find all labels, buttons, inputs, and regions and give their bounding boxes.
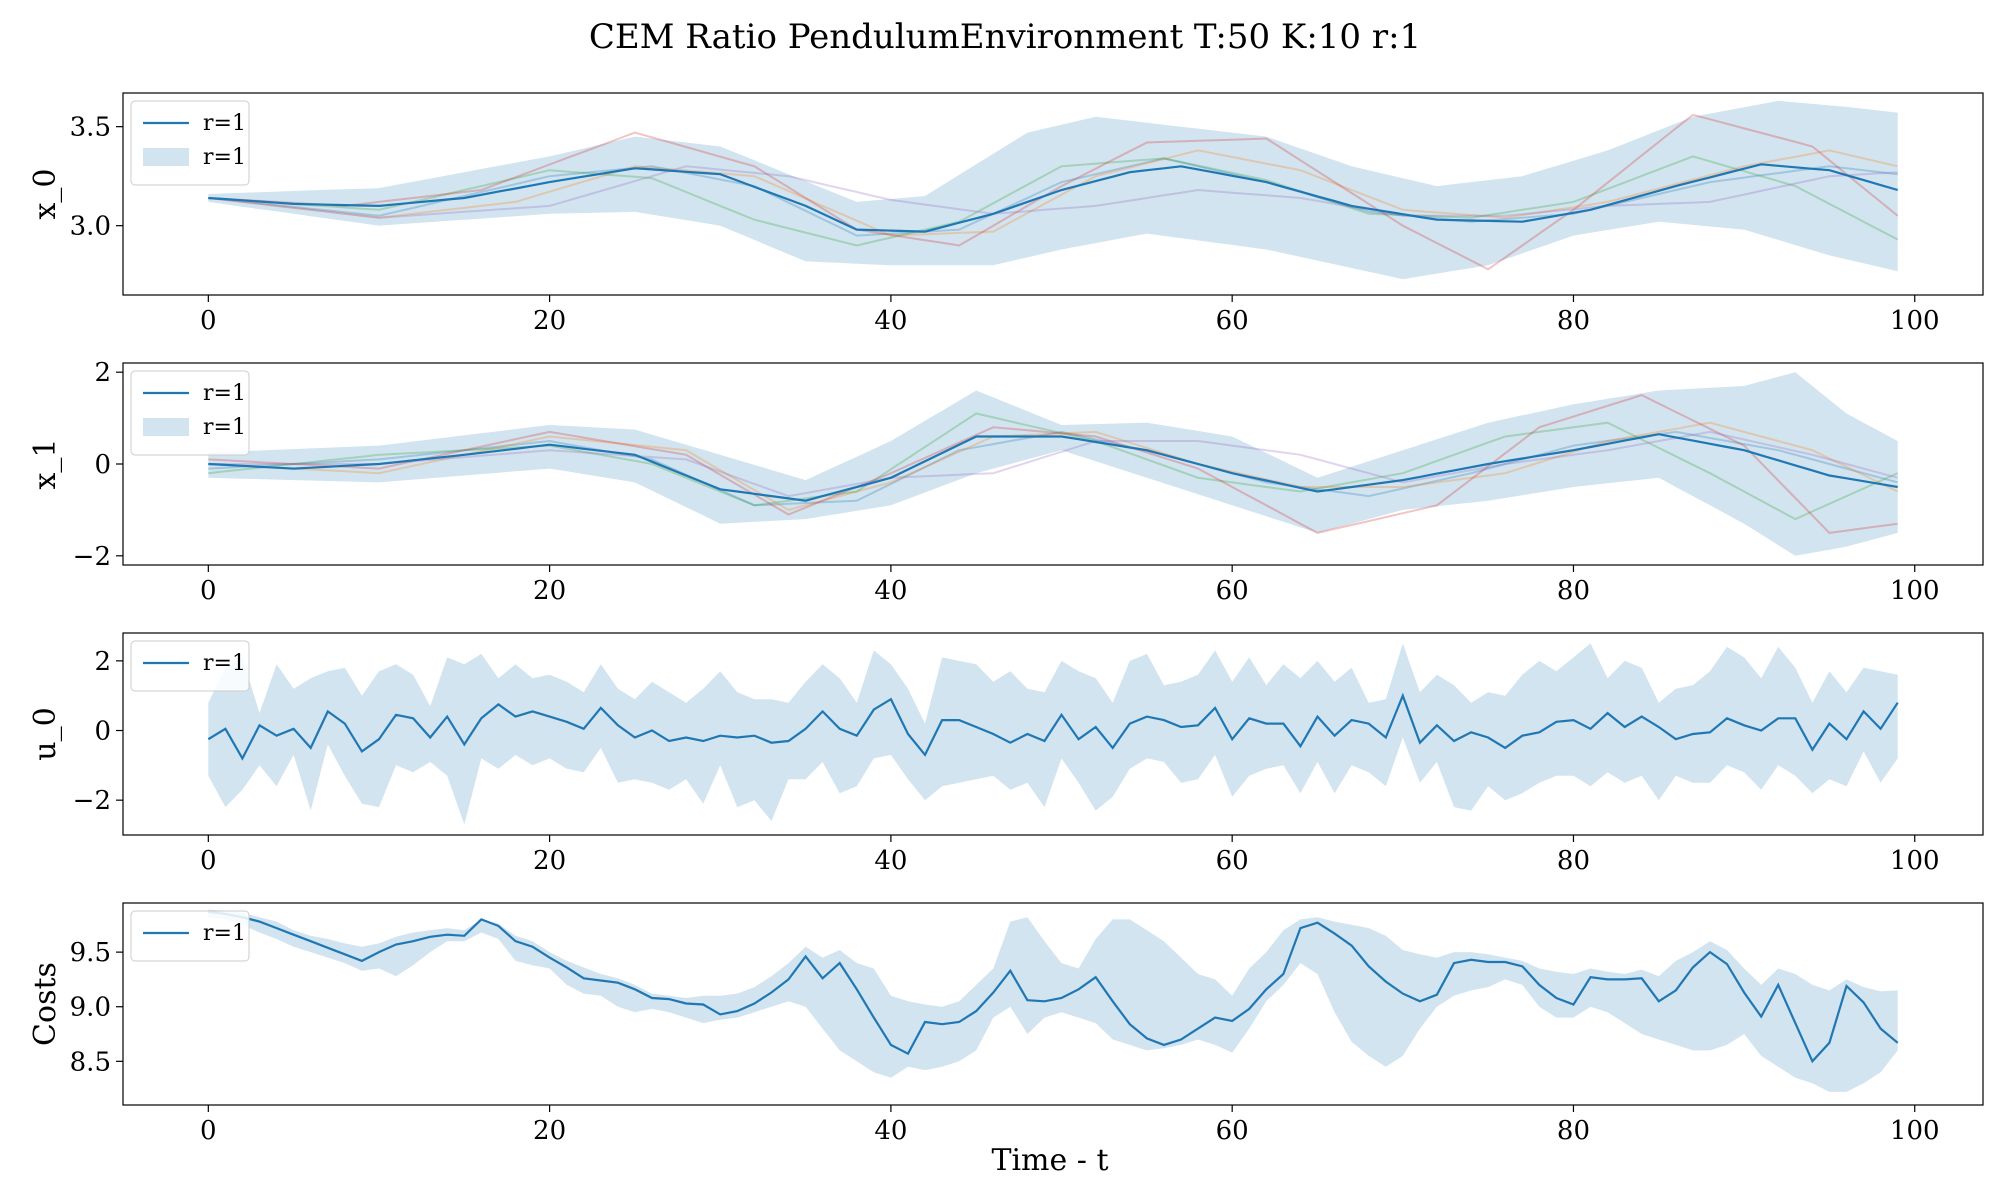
x-tick-label: 60: [1216, 1116, 1249, 1146]
y-axis-label: u_0: [28, 707, 63, 760]
sample-trace: [208, 165, 1898, 219]
figure-title: CEM Ratio PendulumEnvironment T:50 K:10 …: [589, 17, 1421, 57]
x-tick-label: 100: [1890, 576, 1940, 606]
y-axis-label: Costs: [28, 962, 63, 1046]
legend-label: r=1: [203, 415, 246, 440]
sample-trace: [208, 149, 1898, 237]
x-tick-label: 40: [874, 1116, 907, 1146]
sample-trace: [208, 113, 1899, 271]
mean-line: [208, 910, 1899, 1064]
legend-frame: [130, 640, 250, 692]
legend-label: r=1: [203, 381, 246, 406]
sample-trace: [208, 430, 1898, 507]
legend: r=1: [130, 910, 250, 962]
axes-frame: [122, 902, 1984, 1106]
plot-area: [208, 909, 1899, 1092]
y-tick-label: 3.5: [70, 113, 111, 143]
x-tick-label: 100: [1890, 846, 1940, 876]
x-tick-label: 60: [1216, 846, 1249, 876]
x-tick-label: 20: [533, 306, 566, 336]
sample-trace: [208, 421, 1899, 511]
plot-area: [208, 372, 1899, 556]
x-tick-label: 40: [874, 576, 907, 606]
x-tick-label: 100: [1890, 306, 1940, 336]
sample-trace: [208, 157, 1898, 237]
axes-frame: [122, 92, 1984, 296]
y-tick-label: 2: [94, 647, 111, 677]
legend-band-swatch: [143, 148, 189, 166]
y-tick-label: 9.0: [70, 993, 111, 1023]
x-tick-label: 20: [533, 846, 566, 876]
legend: r=1: [130, 640, 250, 692]
x-tick-label: 40: [874, 846, 907, 876]
sample-trace: [208, 155, 1899, 247]
legend-label: r=1: [203, 145, 246, 170]
x-tick-label: 80: [1557, 846, 1590, 876]
legend-label: r=1: [203, 921, 246, 946]
x-tick-label: 0: [200, 306, 217, 336]
legend-label: r=1: [203, 111, 246, 136]
x-tick-label: 40: [874, 306, 907, 336]
y-axis-label: x_1: [28, 438, 63, 489]
x-tick-label: 80: [1557, 306, 1590, 336]
x-tick-label: 0: [200, 846, 217, 876]
sample-trace: [208, 412, 1899, 521]
x-tick-label: 0: [200, 576, 217, 606]
y-tick-label: 0: [94, 450, 111, 480]
y-tick-label: 2: [94, 358, 111, 388]
mean-line: [208, 163, 1899, 233]
legend: r=1r=1: [130, 100, 250, 186]
x-axis-label: Time - t: [991, 1143, 1108, 1178]
plot-area: [207, 643, 1899, 825]
x-tick-label: 20: [533, 576, 566, 606]
y-tick-label: −2: [73, 786, 111, 816]
y-axis-label: x_0: [28, 168, 63, 219]
y-tick-label: −2: [73, 542, 111, 572]
legend: r=1r=1: [130, 370, 250, 456]
mean-line: [208, 433, 1898, 502]
y-tick-label: 8.5: [70, 1047, 111, 1077]
x-tick-label: 80: [1557, 1116, 1590, 1146]
x-tick-label: 60: [1216, 306, 1249, 336]
mean-line: [207, 692, 1899, 761]
x-tick-label: 80: [1557, 576, 1590, 606]
x-tick-label: 100: [1890, 1116, 1940, 1146]
subplot-u_0: 0 20 40 60 80 100 −2 0 2 u_0 r=1: [28, 632, 1984, 876]
x-tick-label: 60: [1216, 576, 1249, 606]
sample-trace: [208, 430, 1898, 498]
confidence-band: [208, 372, 1898, 556]
y-tick-label: 9.5: [70, 938, 111, 968]
x-tick-label: 20: [533, 1116, 566, 1146]
x-tick-label: 0: [200, 1116, 217, 1146]
confidence-band: [208, 100, 1898, 280]
y-tick-label: 3.0: [70, 212, 111, 242]
confidence-band: [208, 643, 1898, 825]
plot-area: [208, 100, 1899, 280]
axes-frame: [122, 632, 1984, 836]
legend-frame: [130, 910, 250, 962]
y-tick-label: 0: [94, 717, 111, 747]
legend-label: r=1: [203, 651, 246, 676]
legend-band-swatch: [143, 418, 189, 436]
sample-trace: [208, 394, 1898, 534]
